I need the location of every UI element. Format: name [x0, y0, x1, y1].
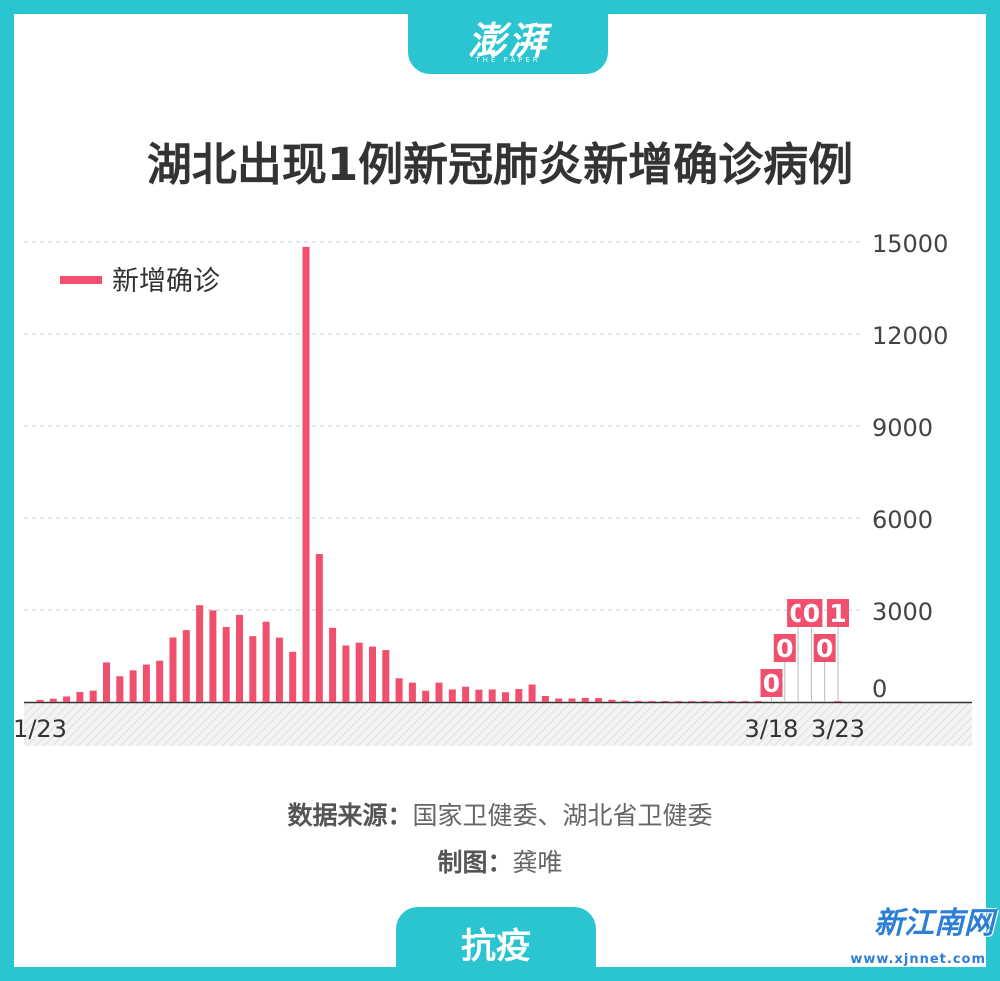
bar — [129, 670, 137, 702]
bar — [315, 554, 323, 702]
data-source-label: 数据来源： — [287, 801, 413, 830]
x-tick-label: 3/18 — [745, 715, 799, 743]
bar — [608, 699, 616, 702]
bar — [621, 700, 629, 702]
data-label-box — [827, 599, 849, 627]
bar — [462, 686, 470, 702]
bar — [275, 637, 283, 702]
bar — [382, 650, 390, 702]
bar — [728, 701, 736, 702]
bar — [635, 700, 642, 702]
bar — [76, 692, 84, 702]
bar — [222, 626, 230, 702]
y-tick-label: 9000 — [872, 414, 933, 442]
data-source: 数据来源：国家卫健委、湖北省卫健委 — [0, 796, 1000, 832]
bar — [63, 696, 71, 702]
bar — [701, 701, 709, 702]
bar — [568, 698, 576, 702]
bar — [209, 610, 217, 702]
bar — [302, 246, 310, 702]
legend-label: 新增确诊 — [112, 266, 220, 297]
data-label-box — [800, 599, 823, 627]
watermark-logo: 新江南网 — [874, 906, 994, 941]
bar — [661, 701, 669, 702]
bar — [169, 637, 177, 702]
bar — [236, 614, 243, 702]
bar — [648, 701, 656, 702]
x-axis-band — [24, 703, 972, 746]
y-tick-label: 0 — [872, 675, 887, 703]
y-tick-label: 3000 — [872, 598, 933, 626]
bar — [688, 701, 696, 702]
data-label-box — [760, 669, 783, 697]
chart-maker-value: 龚唯 — [512, 848, 563, 877]
chart-maker-label: 制图： — [437, 848, 513, 877]
brand-logo: 澎湃 — [467, 18, 548, 63]
bar — [395, 678, 403, 702]
brand-logo-subtitle: THE PAPER — [475, 56, 541, 64]
bar — [595, 698, 603, 702]
bar — [448, 689, 456, 702]
y-tick-label: 6000 — [872, 506, 933, 534]
bar — [435, 682, 443, 702]
bar — [581, 697, 589, 702]
header-tab — [408, 0, 608, 74]
bar — [89, 690, 97, 702]
infographic-card — [14, 14, 986, 967]
bar — [555, 698, 563, 702]
footer-tab — [396, 907, 596, 981]
y-tick-label: 12000 — [872, 322, 948, 350]
bar — [249, 636, 257, 702]
data-label: 0 — [763, 669, 780, 698]
bar — [196, 605, 204, 702]
bar — [342, 645, 350, 702]
bar — [741, 701, 749, 702]
legend-swatch — [60, 276, 102, 284]
bar — [515, 689, 523, 702]
bar — [408, 682, 416, 702]
bar — [156, 660, 164, 702]
bar — [754, 701, 762, 702]
data-source-value: 国家卫健委、湖北省卫健委 — [412, 801, 713, 830]
footer-label: 抗疫 — [460, 927, 531, 967]
bar — [289, 651, 297, 702]
bar — [355, 642, 363, 702]
x-tick-label: 3/23 — [811, 715, 865, 743]
y-tick-label: 15000 — [872, 230, 948, 258]
bar — [369, 646, 376, 702]
data-label-box — [773, 634, 796, 662]
data-label: 0 — [803, 599, 820, 628]
bar — [329, 627, 337, 702]
data-label-box — [813, 634, 836, 662]
bar — [488, 689, 496, 702]
bar — [502, 692, 509, 702]
bar — [475, 689, 483, 702]
chart-title: 湖北出现1例新冠肺炎新增确诊病例 — [146, 138, 854, 191]
bar — [714, 701, 722, 702]
bar — [49, 698, 57, 702]
bar — [528, 684, 536, 702]
watermark-url: www.xjnnet.com — [850, 952, 986, 967]
bar — [262, 621, 270, 702]
bar — [541, 695, 549, 702]
bar — [116, 676, 124, 702]
data-label: 0 — [776, 634, 793, 663]
data-label: 1 — [829, 599, 846, 628]
chart-maker: 制图：龚唯 — [0, 843, 1000, 879]
bar — [142, 664, 150, 702]
bar — [103, 662, 110, 702]
bar — [674, 701, 682, 702]
bar — [36, 699, 44, 702]
x-tick-label: 1/23 — [13, 715, 67, 743]
bar — [182, 630, 190, 702]
bar — [422, 690, 430, 702]
data-label: 0 — [816, 634, 833, 663]
